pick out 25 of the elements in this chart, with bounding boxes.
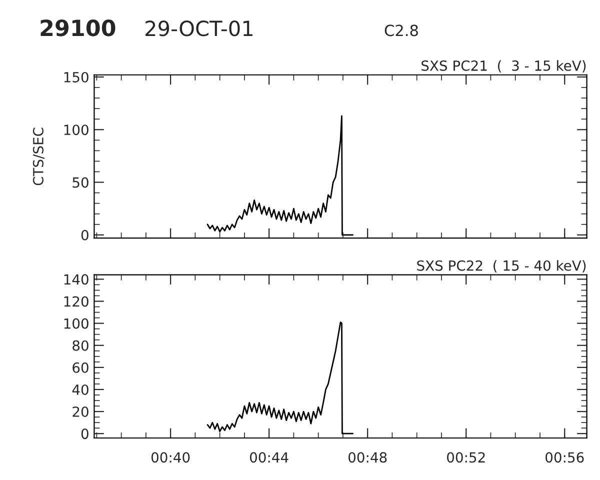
chart-title: SXS PC21 ( 3 - 15 keV)	[422, 60, 586, 73]
y-tick-label: 40	[72, 384, 88, 395]
y-tick-label: 60	[72, 362, 88, 373]
y-tick-label: 100	[64, 124, 88, 136]
y-tick-label: 140	[64, 274, 88, 285]
y-tick-label: 20	[72, 406, 88, 418]
x-tick-label: 00:40	[151, 452, 190, 463]
line-series	[206, 115, 354, 236]
x-tick-label: 00:48	[348, 452, 387, 463]
y-tick-label: 150	[64, 72, 88, 82]
text: C2.8	[384, 24, 418, 36]
y-tick-label: 100	[64, 318, 88, 329]
y-tick-label: 50	[72, 177, 88, 188]
y-axis-title: CTS/SEC	[32, 128, 45, 186]
x-tick-label: 00:44	[250, 452, 288, 463]
chart-title: SXS PC22 ( 15 - 40 keV)	[417, 260, 586, 272]
text: 29-OCT-01	[146, 20, 252, 36]
line-series	[206, 322, 354, 434]
y-tick-label: 0	[81, 230, 88, 240]
y-tick-label: 0	[81, 428, 88, 440]
text: 29100	[40, 20, 116, 36]
y-tick-label: 120	[64, 296, 88, 307]
x-tick-label: 00:56	[546, 452, 584, 463]
y-tick-label: 80	[72, 340, 88, 351]
x-tick-label: 00:52	[447, 452, 485, 463]
